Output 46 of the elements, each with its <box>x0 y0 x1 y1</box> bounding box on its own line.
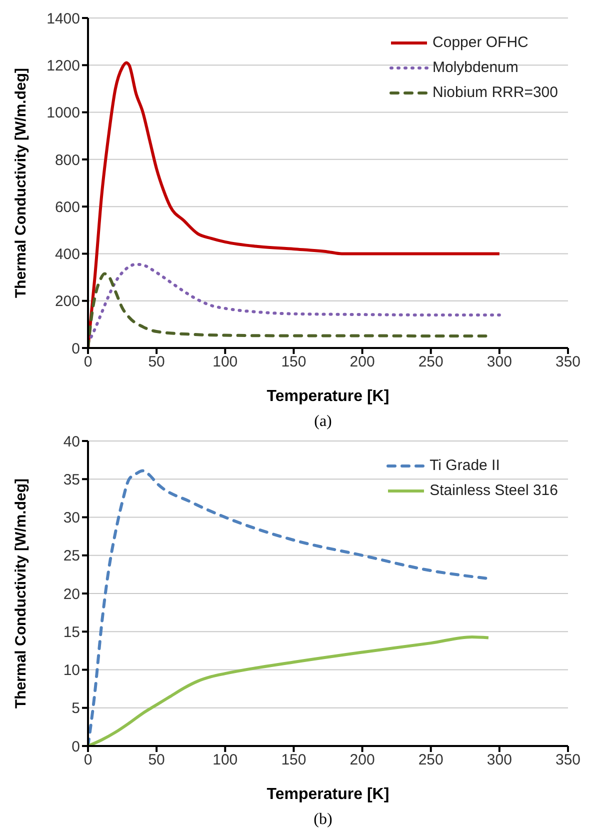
x-tick-label: 250 <box>418 752 444 769</box>
y-tick-label: 25 <box>63 548 80 565</box>
y-tick-label: 5 <box>72 700 80 718</box>
text: (a) <box>313 413 333 431</box>
legend-label: Niobium RRR=300 <box>432 84 558 101</box>
x-tick-label: 50 <box>148 752 165 769</box>
x-tick-label: 350 <box>555 752 581 769</box>
y-tick-label: 600 <box>54 198 80 216</box>
y-tick-label: 40 <box>63 433 80 450</box>
x-tick-label: 300 <box>486 752 512 769</box>
legend-label: Copper OFHC <box>432 34 528 51</box>
x-tick-label: 200 <box>350 752 375 769</box>
x-tick-label: 200 <box>350 354 375 371</box>
x-tick-label: 300 <box>486 354 512 371</box>
line-series <box>88 635 490 746</box>
y-tick-label: 1200 <box>46 57 80 74</box>
y-tick-label: 10 <box>63 662 80 680</box>
x-tick-label: 0 <box>84 354 92 371</box>
legend-label: Molybdenum <box>432 59 518 76</box>
y-axis-title: Thermal Conductivity [W/m.deg] <box>12 478 30 709</box>
x-axis-title: Temperature [K] <box>266 786 390 803</box>
text: (b) <box>312 811 334 829</box>
y-tick-label: 0 <box>72 340 80 358</box>
x-tick-label: 100 <box>212 752 238 769</box>
y-tick-label: 35 <box>63 471 80 488</box>
y-tick-label: 400 <box>54 246 80 264</box>
x-tick-label: 150 <box>281 752 306 769</box>
x-tick-label: 50 <box>148 354 165 371</box>
y-tick-label: 20 <box>63 586 80 603</box>
y-tick-label: 800 <box>54 152 80 169</box>
y-tick-label: 1000 <box>46 104 80 122</box>
y-tick-label: 200 <box>54 293 80 310</box>
x-tick-label: 100 <box>212 354 238 371</box>
x-axis-title: Temperature [K] <box>266 388 390 405</box>
y-tick-label: 15 <box>63 624 80 641</box>
y-tick-label: 30 <box>63 510 80 527</box>
y-tick-label: 0 <box>72 738 80 756</box>
y-tick-label: 1400 <box>46 10 80 28</box>
legend-label: Ti Grade II <box>430 457 500 474</box>
y-axis-title: Thermal Conductivity [W/m.deg] <box>12 68 30 298</box>
x-tick-label: 150 <box>281 354 306 371</box>
x-tick-label: 350 <box>555 354 581 371</box>
x-tick-label: 250 <box>418 354 444 371</box>
line-series <box>88 272 488 348</box>
legend-label: Stainless Steel 316 <box>430 482 558 499</box>
x-tick-label: 0 <box>84 752 92 769</box>
